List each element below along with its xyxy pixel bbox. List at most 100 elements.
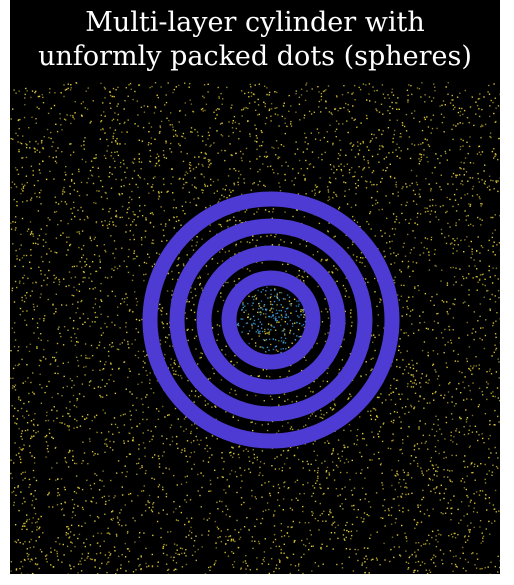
outer-dot xyxy=(37,143,39,145)
outer-dot xyxy=(129,238,131,241)
outer-dot xyxy=(280,454,282,456)
outer-dot xyxy=(399,136,401,138)
outer-dot xyxy=(79,317,81,319)
outer-dot xyxy=(216,130,218,132)
outer-dot xyxy=(178,219,180,222)
outer-dot xyxy=(84,545,86,548)
outer-dot xyxy=(50,137,52,140)
outer-dot xyxy=(55,162,58,164)
outer-dot xyxy=(152,183,154,186)
outer-dot xyxy=(145,273,147,275)
outer-dot xyxy=(463,399,465,401)
outer-dot xyxy=(42,245,45,247)
outer-dot xyxy=(449,308,451,310)
outer-dot xyxy=(303,543,305,546)
outer-dot xyxy=(221,349,223,351)
outer-dot xyxy=(25,156,28,159)
outer-dot xyxy=(26,181,28,184)
outer-dot xyxy=(335,177,337,180)
outer-dot xyxy=(185,181,187,184)
outer-dot xyxy=(403,471,405,474)
outer-dot xyxy=(17,141,19,143)
outer-dot xyxy=(50,107,52,110)
outer-dot xyxy=(439,186,441,188)
outer-dot xyxy=(43,318,45,320)
outer-dot xyxy=(255,109,257,111)
outer-dot xyxy=(475,276,477,278)
outer-dot xyxy=(327,189,329,191)
outer-dot xyxy=(423,116,426,119)
outer-dot xyxy=(40,402,43,404)
outer-dot xyxy=(237,181,239,183)
outer-dot xyxy=(232,566,235,568)
outer-dot xyxy=(464,157,467,159)
outer-dot xyxy=(453,495,455,497)
outer-dot xyxy=(81,557,83,560)
outer-dot xyxy=(442,100,445,102)
outer-dot xyxy=(302,505,304,508)
outer-dot xyxy=(230,540,232,542)
outer-dot xyxy=(274,113,277,115)
outer-dot xyxy=(39,296,41,299)
outer-dot xyxy=(69,193,71,195)
outer-dot xyxy=(30,96,32,99)
outer-dot xyxy=(445,211,447,214)
outer-dot xyxy=(455,224,457,227)
outer-dot xyxy=(470,463,472,466)
outer-dot xyxy=(146,566,148,568)
outer-dot xyxy=(328,198,331,201)
outer-dot xyxy=(397,460,400,462)
outer-dot xyxy=(357,559,359,562)
outer-dot xyxy=(158,410,160,412)
outer-dot xyxy=(71,499,74,501)
outer-dot xyxy=(13,331,16,334)
outer-dot xyxy=(25,254,28,257)
outer-dot xyxy=(276,297,278,299)
outer-dot xyxy=(417,570,419,572)
outer-dot xyxy=(188,394,191,397)
outer-dot xyxy=(82,323,84,325)
outer-dot xyxy=(147,501,149,503)
outer-dot xyxy=(436,470,439,473)
outer-dot xyxy=(435,337,438,339)
outer-dot xyxy=(225,514,227,516)
outer-dot xyxy=(404,255,407,257)
outer-dot xyxy=(173,359,176,362)
outer-dot xyxy=(161,321,163,323)
outer-dot xyxy=(433,399,435,401)
outer-dot xyxy=(26,292,28,294)
outer-dot xyxy=(290,526,292,529)
outer-dot xyxy=(173,373,175,375)
outer-dot xyxy=(460,197,462,199)
outer-dot xyxy=(411,382,414,384)
outer-dot xyxy=(149,212,152,215)
outer-dot xyxy=(180,451,183,454)
outer-dot xyxy=(144,236,146,238)
outer-dot xyxy=(479,278,481,280)
outer-dot xyxy=(45,434,48,437)
outer-dot xyxy=(376,416,379,418)
outer-dot xyxy=(10,377,12,380)
outer-dot xyxy=(330,511,332,514)
outer-dot xyxy=(95,270,97,273)
outer-dot xyxy=(464,210,466,212)
outer-dot xyxy=(392,422,394,424)
outer-dot xyxy=(150,430,152,432)
outer-dot xyxy=(111,141,113,143)
outer-dot xyxy=(51,409,53,411)
outer-dot xyxy=(463,387,466,389)
outer-dot xyxy=(219,251,221,253)
outer-dot xyxy=(472,511,475,513)
outer-dot xyxy=(242,108,245,111)
outer-dot xyxy=(417,560,420,563)
cylinder-scene xyxy=(10,82,500,574)
outer-dot xyxy=(481,490,484,492)
outer-dot xyxy=(54,360,57,362)
outer-dot xyxy=(10,222,12,224)
outer-dot xyxy=(83,144,85,146)
outer-dot xyxy=(109,553,112,555)
outer-dot xyxy=(123,440,125,442)
outer-dot xyxy=(257,98,259,101)
outer-dot xyxy=(420,156,423,158)
outer-dot xyxy=(137,186,139,188)
